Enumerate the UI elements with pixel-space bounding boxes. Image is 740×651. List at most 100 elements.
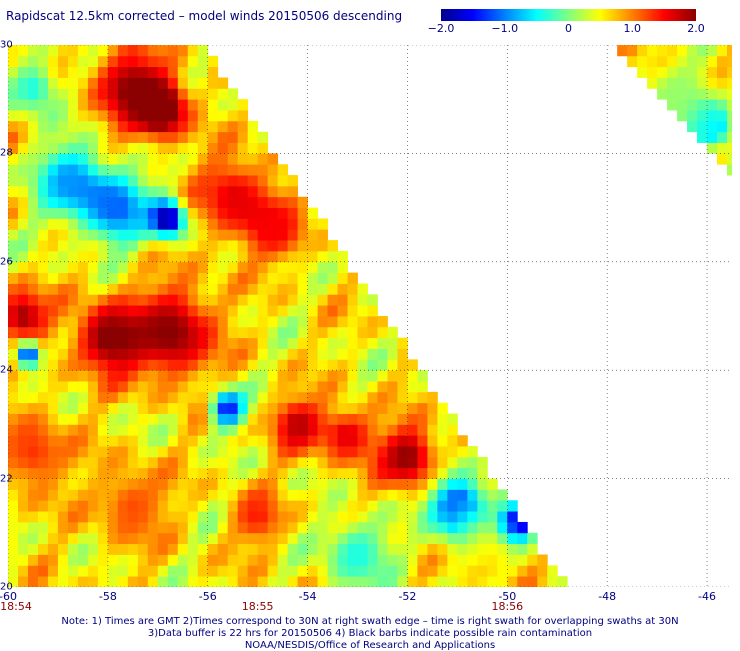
data-cell: [188, 403, 198, 414]
data-cell: [338, 327, 348, 338]
y-tick-label: 24: [0, 365, 13, 376]
data-cell: [108, 283, 118, 294]
data-cell: [198, 273, 208, 284]
data-cell: [168, 67, 178, 78]
data-cell: [148, 56, 158, 67]
data-cell: [258, 197, 268, 208]
data-cell: [208, 522, 218, 533]
data-cell: [148, 175, 158, 186]
data-cell: [118, 88, 128, 99]
data-cell: [348, 370, 358, 381]
data-cell: [407, 392, 417, 403]
data-cell: [447, 554, 457, 565]
data-cell: [118, 414, 128, 425]
data-cell: [298, 273, 308, 284]
data-cell: [278, 283, 288, 294]
data-cell: [248, 164, 258, 175]
data-cell: [238, 164, 248, 175]
data-cell: [68, 370, 78, 381]
data-cell: [208, 533, 218, 544]
data-cell: [308, 424, 318, 435]
data-cell: [268, 554, 278, 565]
data-cell: [318, 435, 328, 446]
data-cell: [208, 132, 218, 143]
data-cell: [358, 500, 368, 511]
data-cell: [148, 316, 158, 327]
data-cell: [68, 381, 78, 392]
data-cell: [667, 56, 677, 67]
data-cell: [78, 370, 88, 381]
data-cell: [228, 576, 238, 587]
data-cell: [38, 544, 48, 555]
data-cell: [387, 489, 397, 500]
data-cell: [188, 565, 198, 576]
data-cell: [28, 88, 38, 99]
data-cell: [48, 489, 58, 500]
data-cell: [717, 78, 727, 89]
data-cell: [38, 175, 48, 186]
data-cell: [407, 457, 417, 468]
data-cell: [397, 349, 407, 360]
data-cell: [148, 327, 158, 338]
data-cell: [208, 468, 218, 479]
data-cell: [278, 500, 288, 511]
data-cell: [88, 370, 98, 381]
data-cell: [68, 554, 78, 565]
data-cell: [28, 78, 38, 89]
data-cell: [527, 576, 537, 587]
data-cell: [158, 446, 168, 457]
data-cell: [417, 435, 427, 446]
data-cell: [617, 45, 627, 56]
data-cell: [318, 533, 328, 544]
data-cell: [228, 251, 238, 262]
data-cell: [58, 457, 68, 468]
data-cell: [437, 565, 447, 576]
data-cell: [667, 45, 677, 56]
data-cell: [338, 446, 348, 457]
data-cell: [228, 338, 238, 349]
data-cell: [148, 110, 158, 121]
data-cell: [18, 446, 28, 457]
data-cell: [407, 500, 417, 511]
data-cell: [218, 132, 228, 143]
data-cell: [58, 56, 68, 67]
data-cell: [178, 349, 188, 360]
data-cell: [198, 110, 208, 121]
data-cell: [228, 143, 238, 154]
data-cell: [88, 381, 98, 392]
data-cell: [28, 283, 38, 294]
data-cell: [278, 468, 288, 479]
data-cell: [268, 229, 278, 240]
data-cell: [208, 99, 218, 110]
data-cell: [328, 424, 338, 435]
data-cell: [18, 522, 28, 533]
data-cell: [318, 457, 328, 468]
data-cell: [427, 554, 437, 565]
data-cell: [358, 468, 368, 479]
data-cell: [228, 153, 238, 164]
data-cell: [487, 576, 497, 587]
data-cell: [308, 218, 318, 229]
data-cell: [397, 359, 407, 370]
data-cell: [368, 349, 378, 360]
data-cell: [348, 446, 358, 457]
data-cell: [98, 565, 108, 576]
data-cell: [208, 414, 218, 425]
data-cell: [338, 359, 348, 370]
data-cell: [68, 78, 78, 89]
data-cell: [238, 522, 248, 533]
data-cell: [128, 414, 138, 425]
data-cell: [28, 273, 38, 284]
data-cell: [8, 511, 18, 522]
data-cell: [58, 370, 68, 381]
data-cell: [228, 446, 238, 457]
data-cell: [298, 576, 308, 587]
data-cell: [178, 511, 188, 522]
data-cell: [278, 316, 288, 327]
data-cell: [28, 110, 38, 121]
data-cell: [178, 457, 188, 468]
data-cell: [248, 208, 258, 219]
data-cell: [318, 338, 328, 349]
data-cell: [657, 78, 667, 89]
data-cell: [208, 229, 218, 240]
